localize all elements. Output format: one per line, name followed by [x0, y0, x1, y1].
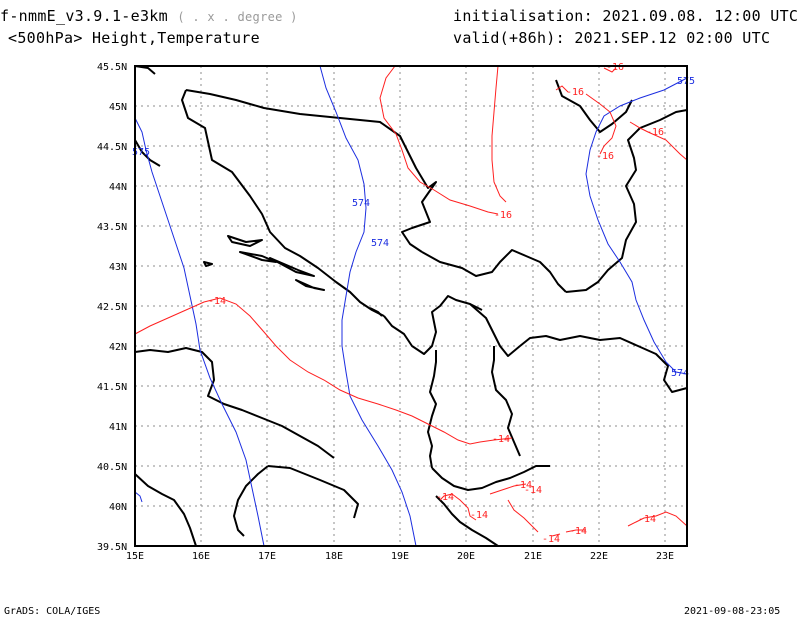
- height-contour-575-east: [585, 77, 688, 375]
- lat-tick-41N: 41N: [109, 422, 127, 433]
- temp-contour-minus16-b: [491, 65, 507, 203]
- temp-label-11: -14: [524, 485, 542, 496]
- lat-tick-44-5N: 44.5N: [97, 142, 127, 153]
- valid-label: valid(+86h):: [453, 29, 565, 47]
- bosnia-montenegro-border: [383, 295, 483, 355]
- lon-tick-16E: 16E: [192, 551, 210, 562]
- lon-tick-20E: 20E: [457, 551, 475, 562]
- italy-gulf-coast: [233, 465, 359, 537]
- greece-west-coast: [435, 495, 499, 547]
- lat-tick-41-5N: 41.5N: [97, 382, 127, 393]
- temp-label-6: -14: [208, 296, 226, 307]
- macedonia-west-border: [491, 346, 521, 457]
- temp-contour-minus14-west: [134, 297, 513, 445]
- calabria-coast: [134, 473, 197, 547]
- temp-label-2: -16: [566, 87, 584, 98]
- lat-tick-45N: 45N: [109, 102, 127, 113]
- height-contour-575-west: [134, 117, 265, 547]
- field-title: <500hPa> Height,Temperature: [8, 29, 260, 47]
- temp-contour-minus14-south: [439, 483, 688, 537]
- lon-tick-22E: 22E: [590, 551, 608, 562]
- latitude-tick-labels: 39.5N 40N 40.5N 41N 41.5N 42N 42.5N 43N …: [97, 62, 127, 553]
- height-label-5: 574: [671, 368, 689, 379]
- temp-contour-minus16-a: [379, 65, 499, 215]
- albania-east-border: [427, 350, 437, 469]
- model-name: f-nmmE_v3.9.1-e3km: [0, 7, 168, 25]
- longitude-tick-labels: 15E 16E 17E 18E 19E 20E 21E 22E 23E: [126, 551, 674, 562]
- temp-label-14: -14: [638, 514, 656, 525]
- temp-label-7: -14: [492, 434, 510, 445]
- height-contour-574: [319, 65, 417, 547]
- lat-tick-43N: 43N: [109, 262, 127, 273]
- temp-label-8: -14: [436, 492, 454, 503]
- init-label: initialisation:: [453, 7, 593, 25]
- footer-credit: GrADS: COLA/IGES: [4, 606, 101, 617]
- northeast-border: [555, 79, 633, 133]
- temp-label-5: -16: [646, 127, 664, 138]
- temp-label-12: -14: [542, 534, 560, 545]
- projection-note: ( . x . degree ): [177, 10, 298, 24]
- footer-timestamp: 2021-09-08-23:05: [684, 606, 781, 617]
- map-frame: [134, 65, 688, 547]
- contour-labels: 575 574 574 575 574 -16 -16 -16 -16 -16 …: [132, 62, 695, 545]
- lat-tick-42N: 42N: [109, 342, 127, 353]
- valid-time: valid(+86h): 2021.SEP.12 02:00 UTC: [453, 29, 770, 47]
- croatia-islands: [203, 235, 383, 317]
- height-label-3: 574: [371, 238, 389, 249]
- serbia-bulgaria-border: [565, 109, 688, 293]
- temp-contour-minus16-c: [555, 67, 688, 161]
- lat-tick-40N: 40N: [109, 502, 127, 513]
- height-contour-small: [134, 491, 143, 503]
- lon-tick-23E: 23E: [656, 551, 674, 562]
- lat-tick-40-5N: 40.5N: [97, 462, 127, 473]
- temp-label-4: -16: [596, 151, 614, 162]
- lat-tick-42-5N: 42.5N: [97, 302, 127, 313]
- lon-tick-18E: 18E: [325, 551, 343, 562]
- height-label-2: 574: [352, 198, 370, 209]
- temp-label-1: -16: [494, 210, 512, 221]
- lat-tick-45-5N: 45.5N: [97, 62, 127, 73]
- height-label-1: 575: [132, 147, 150, 158]
- greece-north-border: [431, 465, 550, 491]
- height-contours: [134, 65, 688, 547]
- temperature-contours: [134, 65, 688, 537]
- serbia-border: [421, 249, 567, 293]
- temp-label-3: -16: [606, 62, 624, 73]
- borders-coastline: [134, 65, 688, 547]
- lat-tick-44N: 44N: [109, 182, 127, 193]
- init-value: 2021.09.08. 12:00 UTC: [602, 7, 799, 25]
- bosnia-north-border: [185, 89, 437, 253]
- valid-value: 2021.SEP.12 02:00 UTC: [574, 29, 771, 47]
- temp-label-10: -14: [514, 480, 532, 491]
- init-time: initialisation: 2021.09.08. 12:00 UTC: [453, 7, 798, 25]
- lon-tick-21E: 21E: [524, 551, 542, 562]
- temp-label-9: -14: [470, 510, 488, 521]
- model-title: f-nmmE_v3.9.1-e3km ( . x . degree ): [0, 7, 298, 25]
- lat-tick-39-5N: 39.5N: [97, 542, 127, 553]
- temp-label-13: -14: [569, 526, 587, 537]
- italy-heel-coast: [134, 347, 335, 459]
- croatia-coast: [181, 89, 385, 317]
- kosovo-border: [469, 303, 688, 393]
- lon-tick-15E: 15E: [126, 551, 144, 562]
- lon-tick-19E: 19E: [391, 551, 409, 562]
- lat-tick-43-5N: 43.5N: [97, 222, 127, 233]
- lon-tick-17E: 17E: [258, 551, 276, 562]
